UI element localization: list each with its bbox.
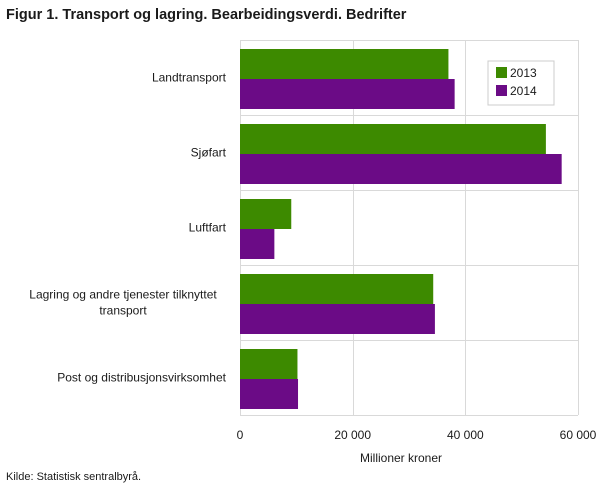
category-label: Post og distribusjonsvirksomhet: [57, 371, 226, 385]
bar-2013-3: [240, 274, 434, 304]
bar-2014-0: [240, 79, 455, 109]
category-label: Lagring og andre tjenester tilknyttet tra…: [29, 288, 217, 318]
bars: [240, 49, 562, 409]
category-label: Sjøfart: [191, 146, 227, 160]
category-label: Landtransport: [152, 71, 227, 85]
bar-2013-2: [240, 199, 292, 229]
x-tick-label: 0: [237, 428, 244, 442]
legend-swatch-2014: [496, 85, 507, 96]
legend: 2013 2014: [487, 60, 555, 106]
chart-title: Figur 1. Transport og lagring. Bearbeidi…: [6, 7, 407, 23]
category-label-line: transport: [99, 304, 147, 318]
bar-2014-1: [240, 154, 562, 184]
x-tick-label: 40 000: [447, 428, 484, 442]
bar-2014-2: [240, 229, 275, 259]
category-label: Luftfart: [189, 221, 227, 235]
category-label-line: Lagring og andre tjenester tilknyttet: [29, 288, 217, 302]
category-labels: Landtransport Sjøfart Luftfart Lagring og a…: [29, 71, 226, 385]
bar-2013-1: [240, 124, 546, 154]
x-axis-ticks: 0 20 000 40 000 60 000: [237, 428, 597, 442]
source-note: Kilde: Statistisk sentralbyrå.: [6, 471, 142, 483]
category-label-line: Sjøfart: [191, 146, 227, 160]
legend-swatch-2013: [496, 67, 507, 78]
bar-2014-3: [240, 304, 435, 334]
bar-2013-0: [240, 49, 449, 79]
category-label-line: Landtransport: [152, 71, 227, 85]
legend-label-2014: 2014: [510, 84, 537, 98]
bar-2013-4: [240, 349, 298, 379]
category-label-line: Luftfart: [189, 221, 227, 235]
category-label-line: Post og distribusjonsvirksomhet: [57, 371, 226, 385]
x-axis-title: Millioner kroner: [360, 451, 442, 465]
x-tick-label: 60 000: [560, 428, 597, 442]
bar-2014-4: [240, 379, 299, 409]
x-tick-label: 20 000: [334, 428, 371, 442]
legend-label-2013: 2013: [510, 66, 537, 80]
